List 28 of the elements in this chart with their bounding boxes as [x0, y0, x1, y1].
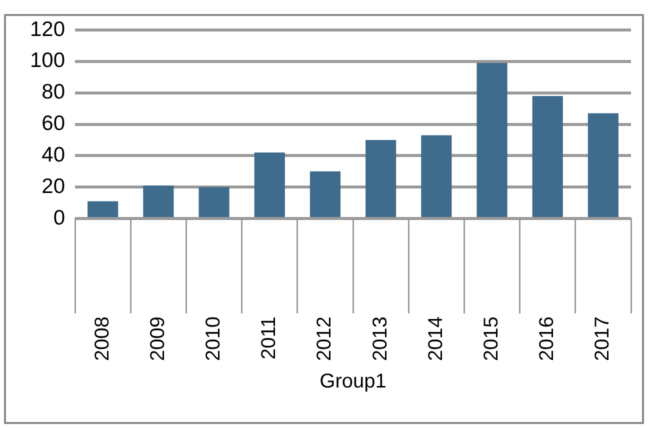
bar: [88, 201, 118, 218]
y-tick-label: 120: [30, 18, 66, 41]
x-tick-label: 2015: [480, 316, 503, 362]
y-tick-label: 100: [30, 49, 66, 72]
y-tick-label: 60: [42, 112, 66, 136]
x-tick-label: 2009: [146, 316, 169, 362]
bar: [366, 140, 396, 218]
y-tick-label: 0: [53, 206, 66, 230]
x-tick-label: 2010: [202, 316, 225, 362]
y-tick-label: 40: [42, 143, 66, 166]
x-tick-label: 2012: [314, 316, 336, 362]
x-tick-label: 2008: [91, 316, 114, 362]
x-tick-label: 2014: [424, 316, 447, 362]
bar: [310, 171, 341, 218]
x-axis-title: Group1: [320, 370, 386, 393]
bar: [143, 186, 174, 218]
x-tick-label: 2011: [258, 316, 280, 360]
x-tick-label: 2013: [369, 316, 392, 362]
y-tick-label: 80: [42, 80, 66, 104]
bar: [198, 187, 230, 218]
x-tick-label: 2017: [592, 316, 614, 362]
x-tick-label: 2016: [536, 316, 558, 362]
bar: [588, 113, 618, 218]
y-tick-label: 20: [42, 174, 66, 198]
bar: [476, 62, 508, 218]
bar: [254, 152, 285, 218]
bar: [532, 96, 563, 218]
bar: [421, 135, 452, 218]
